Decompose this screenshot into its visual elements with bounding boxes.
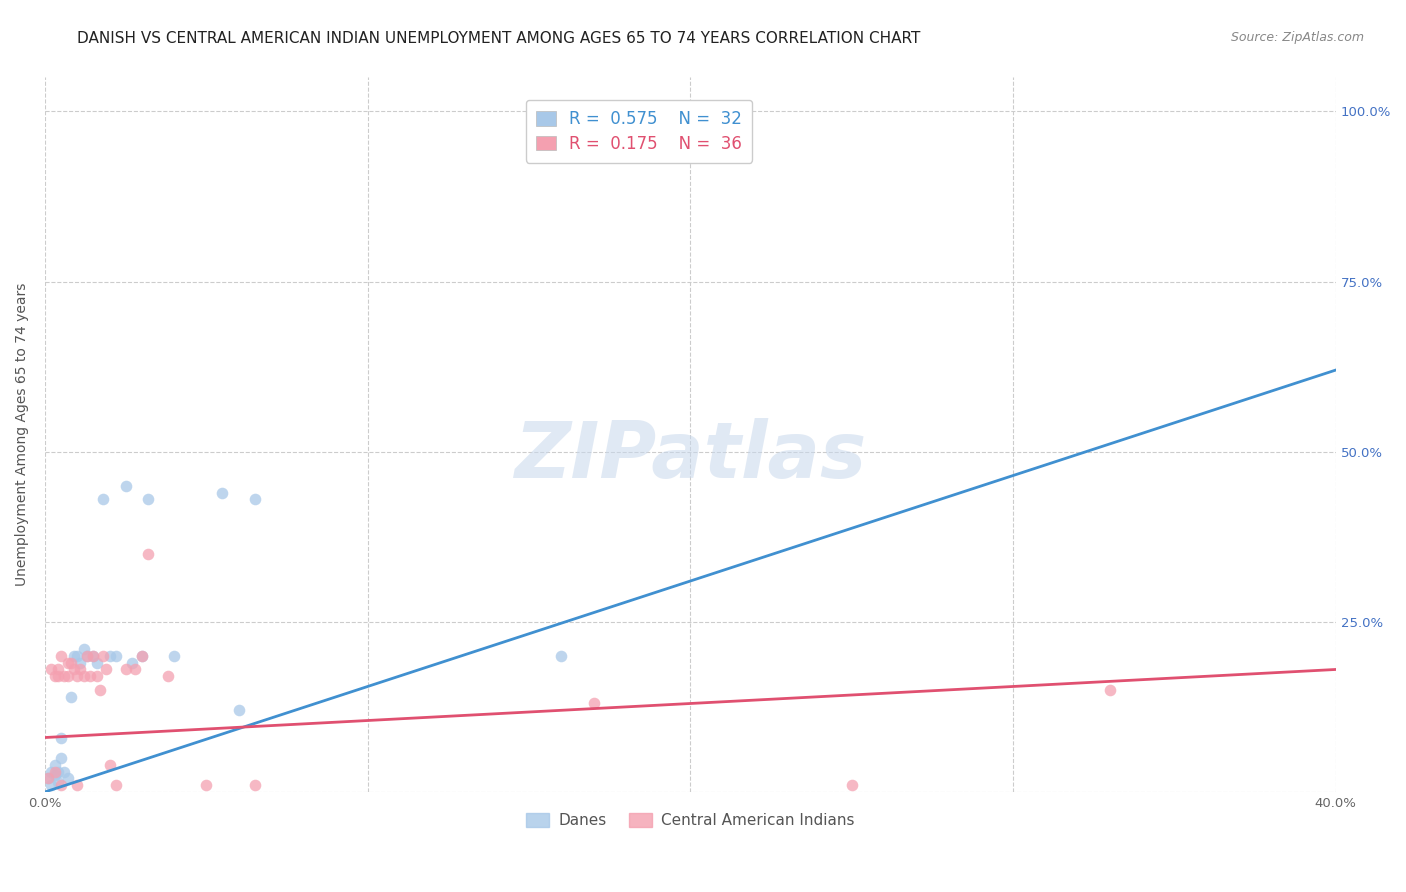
Point (49, 751, 72, 765)
Point (86, 669, 108, 683)
Point (56, 772, 79, 786)
Point (195, 778, 218, 792)
Point (49, 778, 72, 792)
Point (550, 648, 572, 663)
Point (44, 764, 66, 779)
Point (69, 656, 91, 670)
Point (82, 648, 104, 663)
Point (243, 492, 266, 507)
Point (124, 663, 146, 677)
Point (104, 648, 127, 663)
Point (98, 648, 121, 663)
Point (89, 682, 111, 697)
Y-axis label: Unemployment Among Ages 65 to 74 years: Unemployment Among Ages 65 to 74 years (15, 283, 30, 586)
Point (66, 669, 89, 683)
Point (66, 778, 89, 792)
Point (582, 104, 605, 119)
Point (53, 764, 76, 779)
Point (66, 648, 89, 663)
Point (44, 768, 66, 782)
Point (156, 669, 179, 683)
Point (63, 663, 86, 677)
Point (114, 479, 136, 493)
Point (96, 663, 118, 677)
Point (49, 648, 72, 663)
Point (37, 772, 59, 786)
Point (44, 757, 66, 772)
Text: Source: ZipAtlas.com: Source: ZipAtlas.com (1230, 31, 1364, 45)
Point (91, 648, 114, 663)
Point (211, 485, 233, 500)
Point (69, 663, 91, 677)
Point (41, 764, 63, 779)
Point (131, 648, 153, 663)
Legend: Danes, Central American Indians: Danes, Central American Indians (520, 807, 860, 834)
Point (46, 774, 69, 789)
Point (104, 778, 127, 792)
Point (131, 648, 153, 663)
Point (82, 648, 104, 663)
Point (73, 642, 96, 657)
Point (136, 547, 159, 561)
Point (243, 778, 266, 792)
Text: DANISH VS CENTRAL AMERICAN INDIAN UNEMPLOYMENT AMONG AGES 65 TO 74 YEARS CORRELA: DANISH VS CENTRAL AMERICAN INDIAN UNEMPL… (77, 31, 921, 46)
Point (46, 764, 69, 779)
Point (582, 697, 605, 711)
Point (114, 663, 136, 677)
Point (73, 669, 96, 683)
Point (76, 648, 98, 663)
Point (44, 669, 66, 683)
Point (1098, 682, 1121, 697)
Point (86, 656, 108, 670)
Point (56, 656, 79, 670)
Point (228, 703, 250, 717)
Point (79, 669, 101, 683)
Point (91, 492, 114, 507)
Point (41, 663, 63, 677)
Point (53, 669, 76, 683)
Point (63, 648, 86, 663)
Point (136, 492, 159, 507)
Point (59, 656, 82, 670)
Text: ZIPatlas: ZIPatlas (515, 418, 866, 494)
Point (41, 778, 63, 792)
Point (37, 772, 59, 786)
Point (46, 663, 69, 677)
Point (49, 731, 72, 745)
Point (98, 757, 121, 772)
Point (163, 648, 186, 663)
Point (121, 656, 143, 670)
Point (56, 669, 79, 683)
Point (59, 690, 82, 704)
Point (841, 778, 863, 792)
Point (46, 669, 69, 683)
Point (76, 648, 98, 663)
